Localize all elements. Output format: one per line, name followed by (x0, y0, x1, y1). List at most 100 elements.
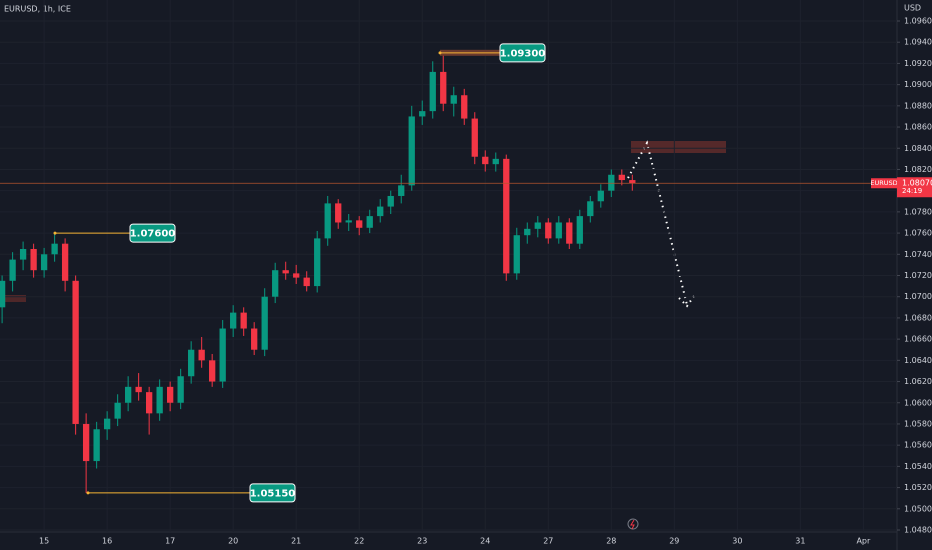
annotation-label: 1.09300 (500, 48, 546, 59)
candle-body (345, 220, 352, 223)
x-tick-label: 16 (102, 537, 112, 546)
candle-body (135, 386, 142, 393)
candle-body (324, 203, 331, 239)
y-tick-label: 1.09600 (904, 17, 932, 26)
candle-body (618, 174, 625, 181)
candle-body (335, 203, 342, 223)
last-price-badge (897, 177, 932, 198)
y-tick-label: 1.06400 (904, 356, 932, 365)
candle-body (597, 190, 604, 202)
candle-body (30, 248, 37, 271)
candle-body (461, 95, 468, 119)
candle-body (419, 111, 426, 117)
y-tick-label: 1.06200 (904, 377, 932, 386)
annotation-box (129, 223, 176, 243)
candle-body (124, 386, 132, 403)
zone-box (0, 295, 26, 302)
candle-body (282, 270, 289, 274)
candle-body (492, 158, 499, 165)
x-tick-label: 28 (606, 537, 616, 546)
candle-body (377, 206, 384, 217)
candle-body (482, 156, 489, 165)
candle-body (513, 235, 520, 274)
candle-body (366, 216, 373, 228)
candle-body (145, 392, 153, 414)
candle-body (51, 243, 58, 255)
y-tick-label: 1.09200 (904, 59, 932, 68)
candle-body (61, 243, 69, 281)
y-tick-label: 1.08200 (904, 165, 932, 174)
candle-body (629, 180, 636, 184)
y-tick-label: 1.07400 (904, 250, 932, 259)
candle-body (555, 222, 562, 239)
candle-body (156, 386, 163, 414)
y-tick-label: 1.06600 (904, 335, 932, 344)
x-tick-label: 21 (291, 537, 301, 546)
x-tick-label: 22 (354, 537, 364, 546)
resistance-box (631, 141, 726, 153)
y-tick-label: 1.07600 (904, 229, 932, 238)
projection-arrow (627, 140, 688, 306)
x-tick-label: 20 (228, 537, 238, 546)
candle-body (587, 201, 594, 217)
y-tick-label: 1.05000 (904, 504, 932, 513)
y-tick-label: 1.05200 (904, 483, 932, 492)
candle-body (177, 376, 184, 403)
candle-body (314, 238, 321, 287)
annotation-box (499, 43, 546, 63)
candle-body (198, 349, 205, 361)
candle-body (82, 423, 90, 462)
y-tick-label: 1.07000 (904, 292, 932, 301)
candle-body (471, 118, 478, 157)
candle-body (188, 349, 195, 377)
event-icon[interactable] (627, 518, 639, 530)
y-tick-label: 1.09000 (904, 80, 932, 89)
countdown-label: 24:19 (902, 187, 922, 195)
y-tick-label: 1.08400 (904, 144, 932, 153)
candle-body (387, 195, 394, 207)
y-tick-label: 1.04800 (904, 526, 932, 535)
symbol-label: EURUSD (870, 179, 897, 187)
annotation-box (249, 483, 296, 503)
candle-body (19, 248, 27, 260)
x-tick-label: 30 (732, 537, 742, 546)
y-tick-label: 1.08600 (904, 123, 932, 132)
x-tick-label: 24 (480, 537, 490, 546)
candle-body (293, 273, 300, 278)
x-tick-label: 17 (165, 537, 175, 546)
y-axis-label: USD (904, 4, 921, 13)
candle-body (608, 174, 615, 191)
y-tick-label: 1.08800 (904, 101, 932, 110)
x-tick-label: 31 (795, 537, 805, 546)
event-icon-bolt (630, 519, 635, 530)
candle-body (114, 402, 121, 419)
y-tick-label: 1.07200 (904, 271, 932, 280)
level-dot (53, 231, 57, 235)
y-tick-label: 1.05600 (904, 441, 932, 450)
arrow-head (678, 295, 695, 308)
candle-body (524, 228, 531, 236)
annotation-label: 1.05150 (250, 488, 296, 499)
marks (0, 49, 636, 495)
x-tick-label: 27 (543, 537, 553, 546)
y-tick-label: 1.05800 (904, 419, 932, 428)
candle-body (261, 296, 268, 350)
candle-body (72, 280, 79, 424)
candle-body (440, 71, 447, 104)
candle-body (103, 418, 111, 430)
candle-body (545, 222, 552, 239)
candle-body (576, 216, 583, 244)
candle-body (240, 312, 247, 329)
x-tick-label: Apr (856, 537, 871, 546)
level-dot (438, 51, 442, 55)
candle-body (209, 360, 216, 382)
candle-body (429, 71, 436, 112)
symbol-badge (871, 178, 897, 189)
candle-body (450, 95, 457, 104)
candle-body (9, 259, 16, 281)
candle-body (40, 254, 48, 271)
candle-body (230, 312, 237, 329)
y-tick-label: 1.09400 (904, 38, 932, 47)
